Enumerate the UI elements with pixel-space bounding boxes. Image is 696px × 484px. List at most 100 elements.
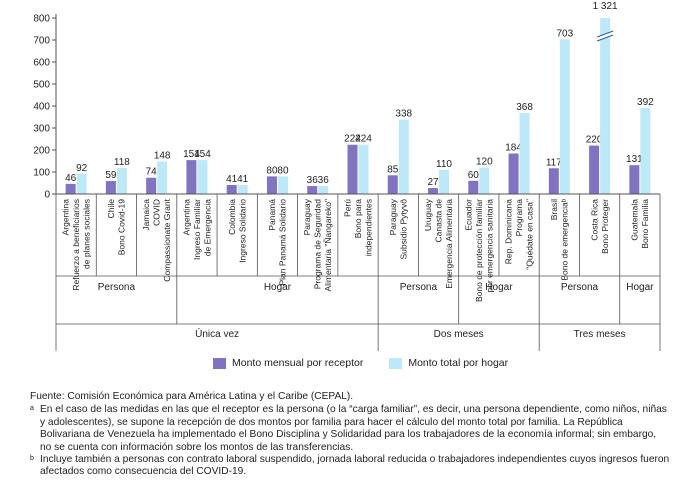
data-label: 220 — [586, 135, 603, 146]
bar-monthly — [186, 160, 197, 194]
bar-monthly — [428, 188, 439, 194]
data-label: 154 — [194, 149, 211, 160]
category-label: Bono de protección familiar — [474, 199, 484, 302]
category-label: Ingreso Familiar — [192, 199, 202, 260]
axis-break-gap — [597, 31, 614, 41]
data-label: 85 — [387, 164, 399, 175]
data-label: 338 — [395, 109, 412, 120]
y-tick-label: 600 — [33, 58, 50, 69]
category-label: Bono Covid-19 — [117, 199, 127, 256]
data-label: 154 — [183, 149, 200, 160]
footnote-b-marker: b — [30, 455, 34, 463]
data-label: 59 — [105, 170, 117, 181]
y-tick-label: 500 — [33, 80, 50, 91]
category-label: Argentina — [61, 199, 71, 236]
footnote-b-text: Incluye también a personas con contrato … — [40, 454, 670, 478]
bar-total — [277, 176, 288, 194]
duration-group-label: Tres meses — [574, 329, 626, 340]
category-label: Jamaica — [141, 199, 151, 231]
data-label: 36 — [318, 175, 330, 186]
data-label: 703 — [556, 28, 573, 39]
category-label: Refuerzo a beneficiarios — [71, 199, 81, 291]
category-label: Bono Familia — [640, 199, 650, 249]
chart-notes: Fuente: Comisión Económica para América … — [30, 391, 670, 479]
category-label: Bono de emergenciaᵇ — [560, 199, 570, 281]
bar-total — [519, 113, 530, 194]
category-label: COVID — [152, 199, 162, 226]
bar-monthly — [387, 175, 398, 194]
data-label: 36 — [307, 175, 319, 186]
bar-monthly — [468, 180, 479, 194]
category-label: Costa Rica — [589, 199, 599, 241]
category-label: Bono Proteger — [600, 199, 610, 254]
category-label: Emergencia Alimentaria — [444, 199, 454, 289]
category-label: Ecuador — [463, 199, 473, 231]
y-tick-label: 700 — [33, 36, 50, 47]
legend-label-monthly: Monto mensual por receptor — [232, 357, 364, 369]
bar-monthly — [226, 184, 237, 194]
footnote-a-marker: a — [30, 405, 34, 413]
data-label: 117 — [546, 157, 562, 168]
bar-monthly — [105, 181, 116, 194]
category-label: independientes — [364, 199, 374, 257]
category-label: Compassionate Grant — [162, 198, 172, 281]
category-label: Subsidio Pytyvõ — [399, 199, 409, 260]
category-label: por emergencia sanitaria — [484, 199, 494, 293]
legend-item-total: Monto total por hogar — [389, 357, 508, 369]
data-label: 131 — [626, 154, 643, 165]
data-label: 41 — [226, 174, 238, 185]
y-tick-label: 800 — [33, 14, 50, 25]
category-label: Paraguay — [302, 198, 312, 235]
legend-label-total: Monto total por hogar — [408, 357, 509, 369]
bar-monthly — [548, 168, 559, 194]
bar-total — [116, 168, 127, 194]
category-label: Programa de Seguridad — [313, 199, 323, 290]
receiver-group-label: Hogar — [264, 282, 292, 293]
data-label: 110 — [436, 159, 452, 170]
chart-legend: Monto mensual por receptor Monto total p… — [213, 357, 508, 369]
data-label: 80 — [277, 165, 289, 176]
category-label: Bono para — [353, 199, 363, 238]
receiver-group-label: Hogar — [626, 282, 654, 293]
bar-monthly — [589, 145, 600, 194]
receiver-group-label: Persona — [561, 282, 599, 293]
data-label: 1 321 — [593, 1, 618, 12]
data-label: 120 — [476, 157, 493, 168]
receiver-group-label: Hogar — [485, 282, 513, 293]
data-label: 224 — [355, 134, 372, 145]
bar-total — [600, 18, 611, 194]
bar-total — [439, 169, 450, 194]
legend-swatch-total — [389, 357, 403, 369]
y-tick-label: 300 — [33, 124, 50, 135]
bar-total — [237, 184, 248, 194]
category-label: de planes sociales — [82, 199, 92, 269]
data-label: 392 — [637, 97, 654, 108]
category-label: Perú — [343, 199, 353, 217]
category-label: "Quédate en casa" — [525, 199, 535, 270]
source-note: Fuente: Comisión Económica para América … — [30, 391, 354, 402]
bar-monthly — [508, 153, 519, 194]
footnote-a: a En el caso de las medidas en las que e… — [30, 404, 670, 454]
bar-total — [197, 160, 208, 194]
category-label: de Emergencia — [202, 199, 212, 256]
footnote-a-text: En el caso de las medidas en las que el … — [40, 404, 667, 453]
y-tick-label: 100 — [33, 168, 50, 179]
category-label: Guatemala — [630, 199, 640, 241]
footnote-b: b Incluye también a personas con contrat… — [30, 454, 670, 479]
y-tick-label: 400 — [33, 102, 50, 113]
data-label: 148 — [154, 150, 171, 161]
category-label: Uruguay — [423, 198, 433, 231]
duration-group-label: Dos meses — [434, 329, 484, 340]
bar-monthly — [146, 177, 157, 194]
legend-swatch-monthly — [213, 357, 226, 369]
bar-total — [640, 107, 651, 194]
y-tick-label: 0 — [44, 190, 50, 201]
y-tick-label: 200 — [33, 146, 50, 157]
bar-total — [479, 167, 490, 194]
data-label: 46 — [65, 173, 77, 184]
category-label: Plan Panamá Solidario — [278, 199, 288, 286]
category-label: Ingreso Solidario — [237, 199, 247, 263]
data-label: 80 — [266, 165, 278, 176]
receiver-group-label: Persona — [400, 282, 438, 293]
